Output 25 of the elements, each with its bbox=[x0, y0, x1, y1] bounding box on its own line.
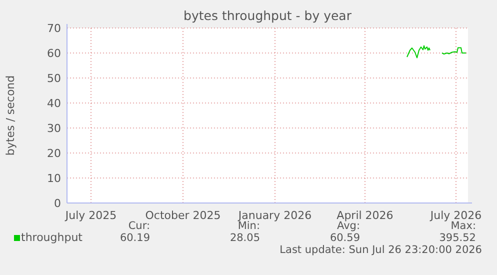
text: Cur: bbox=[128, 220, 150, 232]
y-tick-label: 10 bbox=[47, 172, 61, 185]
y-tick-label: 30 bbox=[47, 122, 61, 135]
text: Last update: Sun Jul 26 23:20:00 2026 bbox=[280, 244, 482, 256]
text: 395.52 bbox=[439, 232, 476, 244]
y-tick-label: 50 bbox=[47, 72, 61, 85]
text: Max: bbox=[450, 220, 476, 232]
y-tick-label: 20 bbox=[47, 146, 61, 160]
text: Avg: bbox=[337, 220, 360, 232]
legend-label: throughput bbox=[21, 231, 84, 244]
text: Min: bbox=[238, 220, 260, 232]
y-tick-label: 60 bbox=[47, 46, 61, 60]
text: 60.59 bbox=[330, 232, 360, 244]
chart-title: bytes throughput - by year bbox=[184, 8, 352, 23]
text: 28.05 bbox=[230, 232, 260, 244]
y-tick-label: 40 bbox=[47, 96, 61, 110]
x-tick-label: January 2026 bbox=[237, 209, 312, 222]
y-tick-label: 70 bbox=[47, 22, 61, 35]
text: 60.19 bbox=[120, 232, 150, 244]
x-tick-label: July 2026 bbox=[429, 209, 482, 222]
x-tick-label: July 2025 bbox=[64, 209, 117, 222]
x-tick-label: October 2025 bbox=[145, 209, 221, 222]
y-axis-title: bytes / second bbox=[4, 75, 17, 156]
y-tick-label: 0 bbox=[54, 196, 61, 210]
x-tick-label: April 2026 bbox=[336, 209, 394, 222]
